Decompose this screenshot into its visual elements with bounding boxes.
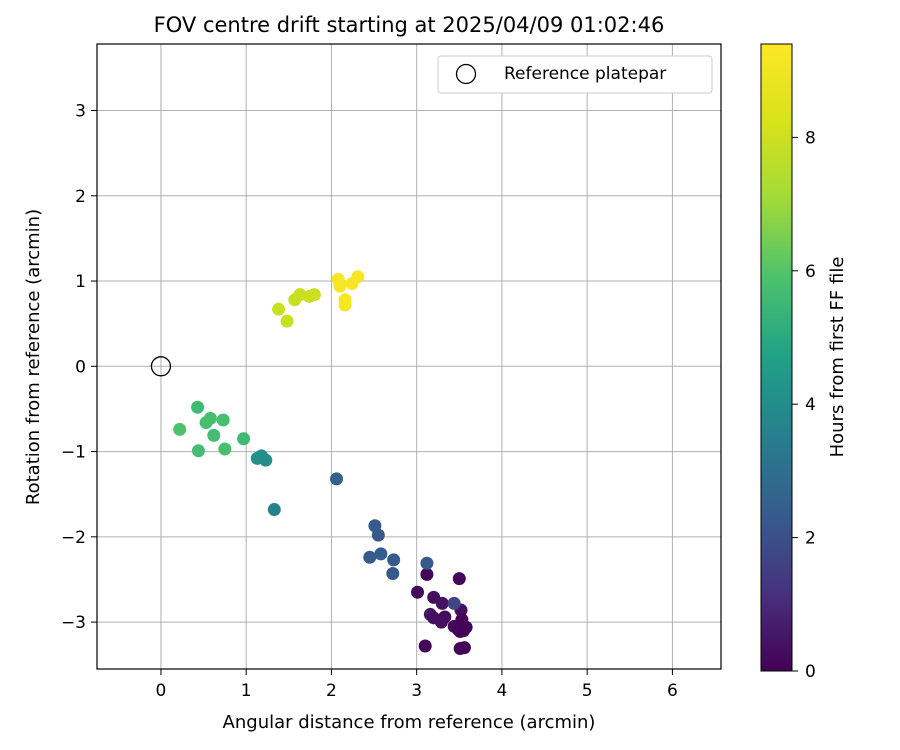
legend: Reference platepar (437, 55, 713, 94)
scatter-point (333, 279, 347, 293)
scatter-point (280, 314, 294, 328)
scatter-point (173, 422, 187, 436)
x-tick-label: 6 (667, 681, 678, 701)
scatter-point (237, 432, 251, 446)
scatter-point (218, 442, 232, 456)
scatter-point (272, 302, 286, 316)
scatter-points (173, 270, 473, 656)
reference-marker-group (150, 356, 172, 377)
scatter-point (338, 298, 352, 312)
scatter-point (452, 572, 466, 586)
scatter-point (191, 400, 205, 414)
y-tick-label: −3 (61, 613, 86, 633)
scatter-point (435, 596, 449, 610)
colorbar-tick-label: 2 (805, 529, 816, 549)
colorbar-gradient (760, 43, 793, 672)
scatter-point (259, 453, 273, 467)
x-tick-label: 1 (241, 681, 252, 701)
reference-marker (150, 356, 172, 377)
x-tick-label: 4 (497, 681, 508, 701)
scatter-point (371, 528, 385, 542)
scatter-point (420, 556, 434, 570)
legend-box (437, 55, 713, 94)
scatter-point (267, 503, 281, 517)
scatter-point (386, 567, 400, 581)
y-tick-label: −2 (61, 528, 86, 548)
y-axis-ticks: −3 −2 −1 0 1 2 3 (61, 102, 97, 633)
y-tick-label: 3 (75, 102, 86, 122)
scatter-point (307, 288, 321, 302)
colorbar-tick-label: 4 (805, 395, 816, 415)
grid (97, 44, 721, 669)
scatter-point (191, 444, 205, 458)
scatter-point (434, 615, 448, 629)
scatter-point (418, 639, 432, 653)
y-axis-label: Rotation from reference (arcmin) (23, 209, 44, 505)
y-tick-label: 2 (75, 187, 86, 207)
y-tick-label: −1 (61, 443, 86, 463)
scatter-point (420, 567, 434, 581)
y-tick-label: 0 (75, 357, 86, 377)
y-tick-label: 1 (75, 272, 86, 292)
x-tick-label: 2 (326, 681, 337, 701)
legend-label: Reference platepar (504, 64, 666, 84)
scatter-point (330, 472, 344, 486)
colorbar: 0 2 4 6 8 Hours from first FF file (760, 43, 848, 682)
colorbar-tick-label: 0 (805, 662, 816, 682)
x-tick-label: 3 (411, 681, 422, 701)
scatter-point (447, 596, 461, 610)
x-axis-label: Angular distance from reference (arcmin) (223, 712, 596, 733)
scatter-point (411, 585, 425, 599)
chart-title: FOV centre drift starting at 2025/04/09 … (154, 13, 665, 37)
scatter-point (457, 624, 471, 638)
scatter-point (199, 416, 213, 430)
scatter-point (457, 641, 471, 655)
colorbar-tick-label: 8 (805, 128, 816, 148)
colorbar-label: Hours from first FF file (827, 257, 848, 458)
scatter-point (207, 428, 221, 442)
plot-frame (96, 43, 722, 670)
scatter-point (216, 413, 230, 427)
scatter-point (351, 270, 365, 284)
legend-marker (455, 63, 477, 85)
scatter-point (363, 550, 377, 564)
colorbar-tick-label: 6 (805, 262, 816, 282)
x-tick-label: 5 (582, 681, 593, 701)
x-tick-label: 0 (156, 681, 167, 701)
scatter-point (387, 553, 401, 567)
scatter-point (374, 547, 388, 561)
colorbar-ticks: 0 2 4 6 8 (792, 128, 816, 682)
x-axis-ticks: 0 1 2 3 4 5 6 (156, 669, 678, 701)
